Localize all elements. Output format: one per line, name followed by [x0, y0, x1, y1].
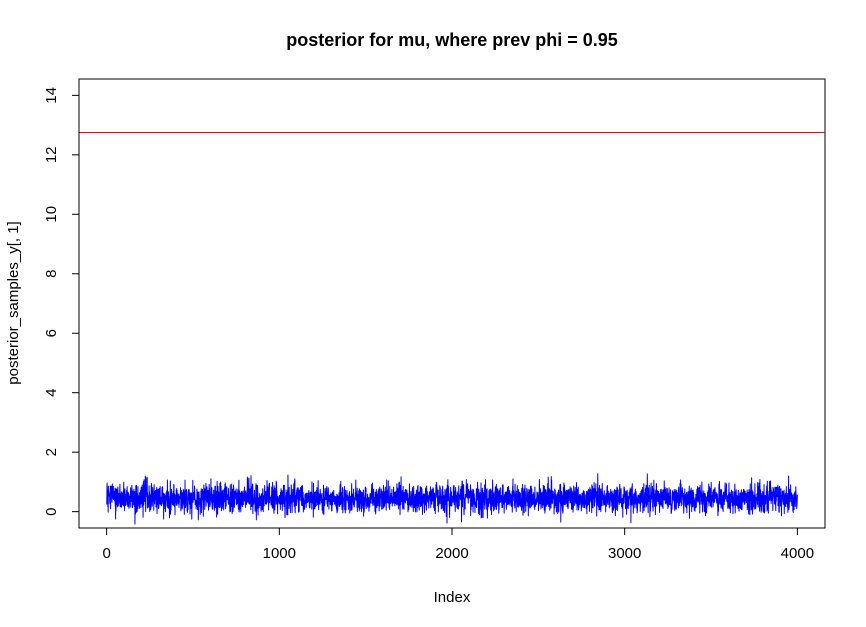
- y-tick-label: 10: [43, 206, 60, 223]
- x-tick-label: 3000: [608, 545, 641, 562]
- series-layer: [106, 473, 798, 525]
- plot-frame: [78, 78, 826, 529]
- y-tick-label: 4: [43, 389, 60, 397]
- x-axis-label: Index: [434, 589, 471, 606]
- x-tick-label: 0: [102, 545, 110, 562]
- y-tick-label: 8: [43, 270, 60, 278]
- y-axis-label: posterior_samples_y[, 1]: [5, 221, 22, 384]
- x-axis: 0 1000 2000 3000 4000: [102, 527, 814, 562]
- x-tick-label: 1000: [263, 545, 296, 562]
- series-line-0: [106, 473, 798, 525]
- chart-title: posterior for mu, where prev phi = 0.95: [286, 30, 618, 50]
- y-tick-label: 12: [43, 146, 60, 163]
- y-axis: 0 2 4 6 8 10 12 14: [43, 87, 80, 516]
- y-tick-label: 6: [43, 329, 60, 337]
- x-tick-label: 4000: [781, 545, 814, 562]
- y-tick-label: 2: [43, 448, 60, 456]
- y-tick-label: 0: [43, 507, 60, 515]
- x-tick-label: 2000: [435, 545, 468, 562]
- y-tick-label: 14: [43, 87, 60, 104]
